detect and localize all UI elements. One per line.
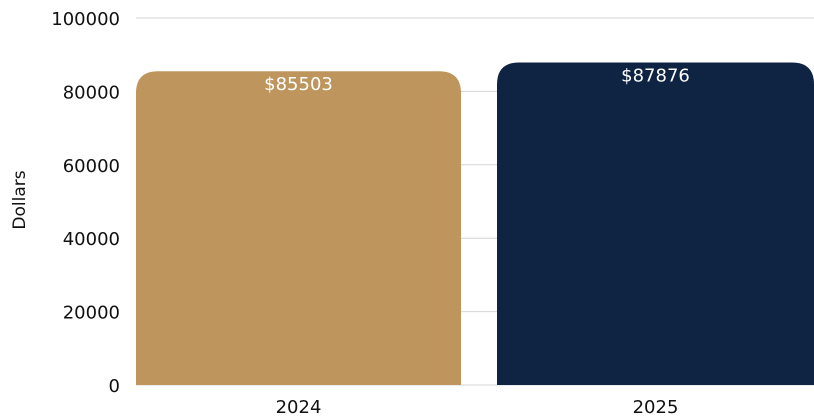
bar-2024 [136, 71, 461, 386]
x-tick-label: 2024 [276, 397, 322, 416]
y-tick-label: 40000 [63, 229, 120, 250]
x-tick-label: 2025 [633, 397, 679, 416]
y-tick-label: 80000 [63, 82, 120, 103]
y-tick-label: 20000 [63, 303, 120, 324]
data-labels: $85503 $87876 [264, 65, 690, 95]
y-tick-label: 100000 [51, 9, 120, 30]
y-axis-ticks: 0 20000 40000 60000 80000 100000 [51, 9, 120, 397]
y-axis-title: Dollars [10, 170, 30, 229]
data-label: $87876 [621, 65, 690, 86]
y-tick-label: 0 [109, 376, 120, 397]
data-label: $85503 [264, 74, 333, 95]
bar-2025 [497, 62, 814, 385]
x-axis-ticks: 2024 2025 [276, 397, 679, 416]
bars [136, 62, 814, 386]
y-tick-label: 60000 [63, 156, 120, 177]
